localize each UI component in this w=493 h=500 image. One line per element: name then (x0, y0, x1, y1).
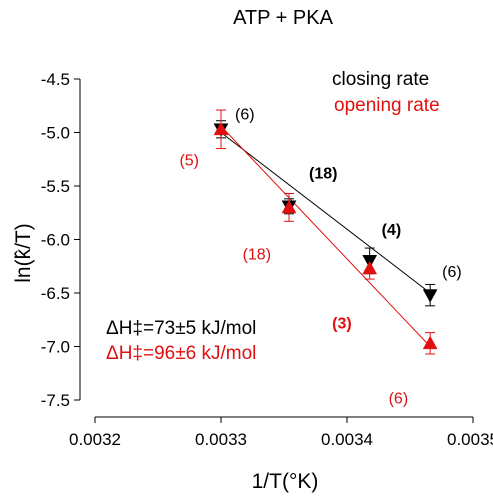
y-tick-label: -4.5 (41, 70, 70, 89)
opening-rate-marker (281, 199, 297, 214)
y-tick-label: -5.0 (41, 124, 70, 143)
chart-title: ATP + PKA (233, 7, 334, 29)
legend-opening-rate: opening rate (334, 95, 440, 116)
sample-size-label: (6) (389, 390, 409, 407)
x-tick-label: 0.0034 (321, 430, 373, 449)
fit-line-opening (220, 125, 431, 347)
fit-line-closing (220, 132, 431, 294)
x-tick-label: 0.0035 (447, 430, 493, 449)
x-tick-label: 0.0032 (69, 430, 121, 449)
y-tick-label: -6.0 (41, 231, 70, 250)
sample-size-label: (6) (235, 106, 255, 123)
sample-size-labels: (6) (18) (4) (6) (5) (18) (3) (6) (179, 106, 461, 407)
closing-rate-marker (422, 289, 438, 303)
opening-rate-marker (362, 260, 378, 275)
legend-closing-rate: closing rate (332, 69, 429, 90)
opening-rate-marker (213, 121, 229, 136)
sample-size-label: (6) (442, 264, 462, 281)
annotation-closing-enthalpy: ΔH‡=73±5 kJ/mol (106, 318, 256, 339)
y-tick-label: -7.5 (41, 391, 70, 410)
data-markers (213, 121, 438, 350)
sample-size-label: (3) (332, 315, 352, 332)
y-tick-label: -6.5 (41, 284, 70, 303)
opening-rate-marker (422, 335, 438, 350)
sample-size-label: (4) (382, 222, 402, 239)
y-tick-label: -7.0 (41, 338, 70, 357)
y-axis-label: ln(k̂/T) (12, 223, 35, 283)
fit-lines (220, 125, 431, 347)
y-tick-label: -5.5 (41, 177, 70, 196)
sample-size-label: (5) (179, 152, 199, 169)
annotation-opening-enthalpy: ΔH‡=96±6 kJ/mol (106, 343, 256, 364)
axes: -4.5 -5.0 -5.5 -6.0 -6.5 -7.0 -7.5 0.0032 0.0033… (41, 70, 493, 449)
sample-size-label: (18) (309, 165, 337, 182)
x-tick-label: 0.0033 (195, 430, 247, 449)
sample-size-label: (18) (243, 246, 271, 263)
x-axis-label: 1/T(°K) (252, 470, 319, 493)
